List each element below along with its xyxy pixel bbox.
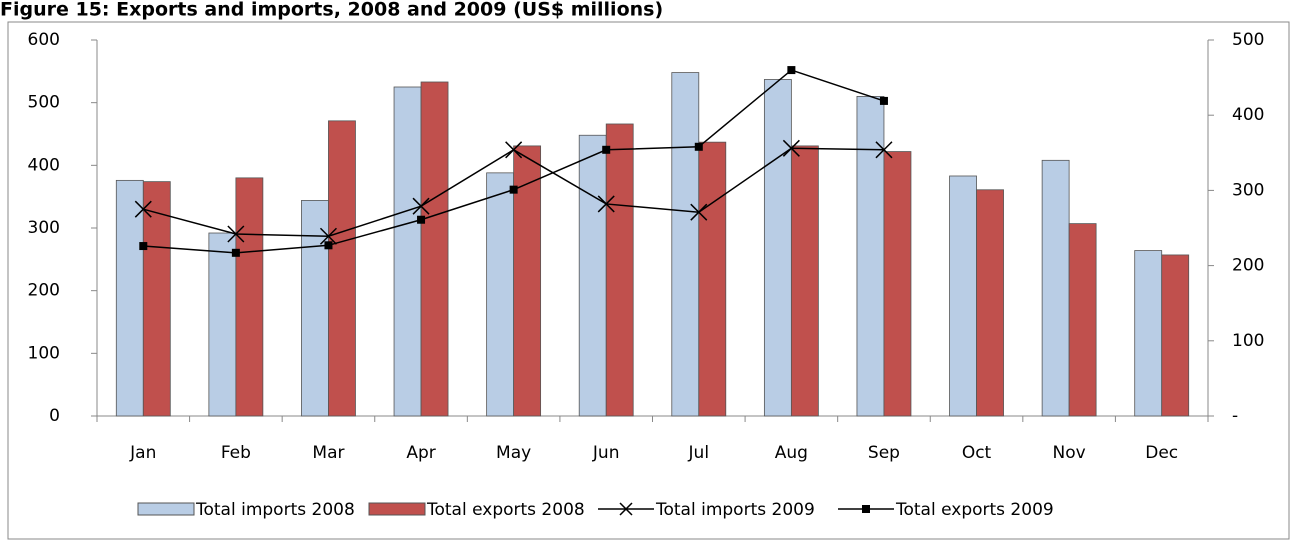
chart-frame bbox=[7, 21, 1290, 540]
marker bbox=[602, 145, 611, 154]
x-tick-label: Apr bbox=[406, 443, 435, 463]
x-tick-label: Nov bbox=[1053, 443, 1086, 463]
bar bbox=[856, 96, 885, 417]
y2-tick-label: 100 bbox=[1232, 331, 1264, 351]
chart-title: Figure 15: Exports and imports, 2008 and… bbox=[0, 0, 663, 21]
y2-tick-label: 400 bbox=[1232, 105, 1264, 125]
y-tick-label: 0 bbox=[49, 406, 60, 426]
marker bbox=[139, 242, 148, 251]
bar bbox=[393, 86, 422, 417]
y2-tick-label: 200 bbox=[1232, 256, 1264, 276]
marker bbox=[227, 225, 245, 243]
marker bbox=[505, 141, 523, 159]
y-tick-label: 600 bbox=[28, 30, 60, 50]
bar bbox=[328, 120, 356, 417]
bar bbox=[883, 151, 912, 417]
y2-tick-label: - bbox=[1232, 406, 1238, 426]
bar bbox=[605, 123, 634, 417]
bar bbox=[420, 81, 449, 417]
bar bbox=[513, 145, 542, 417]
x-tick-label: Oct bbox=[962, 443, 992, 463]
bar bbox=[1068, 223, 1097, 417]
x-tick-label: Aug bbox=[775, 443, 808, 463]
x-tick-label: Feb bbox=[221, 443, 251, 463]
bar bbox=[790, 145, 819, 417]
marker bbox=[509, 185, 518, 194]
bar bbox=[142, 181, 171, 417]
legend-marker bbox=[619, 502, 633, 516]
bar bbox=[208, 232, 237, 417]
bar bbox=[976, 189, 1004, 417]
marker bbox=[319, 227, 337, 245]
bar bbox=[1041, 159, 1070, 417]
marker bbox=[417, 215, 426, 224]
legend-swatch bbox=[368, 502, 426, 516]
marker bbox=[134, 200, 152, 218]
y-tick-label: 300 bbox=[28, 218, 60, 238]
y2-tick-label: 500 bbox=[1232, 30, 1264, 50]
marker bbox=[597, 195, 615, 213]
x-tick-label: Jun bbox=[592, 443, 620, 463]
bar bbox=[115, 179, 144, 417]
x-tick-label: Jan bbox=[129, 443, 156, 463]
legend-marker bbox=[862, 505, 870, 513]
bar bbox=[578, 134, 607, 417]
bar bbox=[949, 175, 977, 417]
marker bbox=[787, 66, 796, 75]
bar bbox=[698, 141, 727, 417]
marker bbox=[782, 139, 800, 157]
marker bbox=[412, 197, 430, 215]
legend-label: Total imports 2009 bbox=[655, 500, 815, 520]
y-tick-label: 200 bbox=[28, 281, 60, 301]
x-tick-label: May bbox=[496, 443, 531, 463]
legend-label: Total imports 2008 bbox=[195, 500, 355, 520]
marker bbox=[694, 142, 703, 151]
y-tick-label: 100 bbox=[28, 343, 60, 363]
x-tick-label: Mar bbox=[312, 443, 344, 463]
legend-label: Total exports 2008 bbox=[426, 500, 585, 520]
marker bbox=[875, 141, 893, 159]
marker bbox=[324, 241, 333, 250]
bar bbox=[235, 177, 264, 417]
x-tick-label: Dec bbox=[1145, 443, 1178, 463]
bar bbox=[486, 172, 515, 417]
bar bbox=[671, 72, 700, 417]
bar bbox=[1161, 254, 1190, 417]
x-tick-label: Jul bbox=[688, 443, 710, 463]
bar bbox=[763, 79, 792, 417]
marker bbox=[879, 96, 888, 105]
bar bbox=[1134, 250, 1163, 417]
y2-tick-label: 300 bbox=[1232, 180, 1264, 200]
marker bbox=[231, 248, 240, 257]
y-tick-label: 400 bbox=[28, 155, 60, 175]
x-tick-label: Sep bbox=[868, 443, 900, 463]
legend-swatch bbox=[137, 502, 195, 516]
y-tick-label: 500 bbox=[28, 93, 60, 113]
marker bbox=[690, 203, 708, 221]
legend-label: Total exports 2009 bbox=[895, 500, 1054, 520]
